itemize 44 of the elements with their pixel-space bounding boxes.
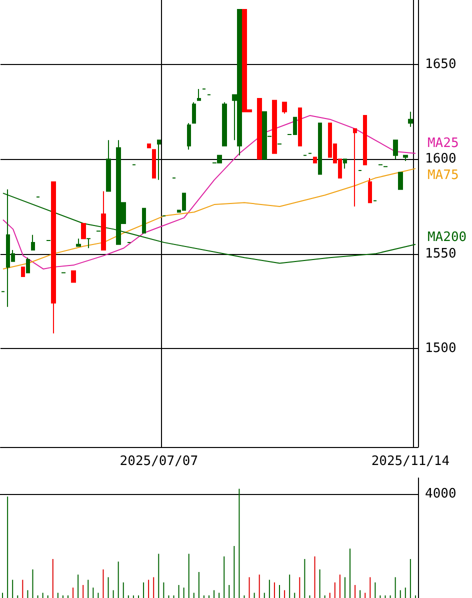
candlestick [403, 154, 408, 162]
candlestick [51, 181, 56, 334]
candlestick [313, 156, 317, 164]
line-series [2, 115, 416, 270]
candlestick [257, 98, 262, 160]
candlestick [76, 238, 81, 247]
candlestick [353, 128, 357, 207]
candlestick [157, 140, 161, 180]
candlestick [197, 88, 201, 101]
candlestick [31, 234, 35, 251]
series-label: MA200 [427, 230, 467, 245]
candlestick [222, 102, 227, 146]
candlestick [272, 100, 277, 154]
candlestick [152, 149, 156, 179]
candlestick [71, 270, 76, 283]
candlestick [368, 178, 372, 204]
candlestick [318, 122, 322, 175]
x-tick-label: 2025/07/07 [120, 454, 198, 469]
candlestick [187, 122, 191, 150]
candlestick [408, 111, 413, 128]
candlestick [398, 172, 403, 190]
x-tick-label: 2025/11/14 [371, 454, 450, 469]
candlestick [393, 140, 398, 160]
candlestick [142, 208, 146, 234]
y-tick-label: 1600 [425, 152, 456, 167]
series-label: MA75 [427, 168, 459, 184]
series-label: MA25 [427, 136, 459, 151]
y-tick-label: 1650 [425, 56, 456, 72]
candlestick [343, 158, 347, 170]
line-series [2, 168, 416, 270]
candlestick [81, 223, 86, 240]
candlestick [192, 102, 196, 124]
candlestick [86, 238, 91, 249]
candlestick [21, 266, 25, 278]
y-tick-label: 1550 [425, 246, 456, 262]
candlestick [298, 107, 302, 146]
candlestick [282, 102, 287, 114]
candlestick [147, 143, 151, 148]
candlestick [101, 190, 106, 251]
candlestick [26, 257, 30, 274]
y-tick-label: 1500 [425, 341, 456, 356]
candlestick [363, 115, 367, 166]
y-tick-label: 4000 [425, 486, 456, 502]
candlestick [106, 140, 111, 192]
